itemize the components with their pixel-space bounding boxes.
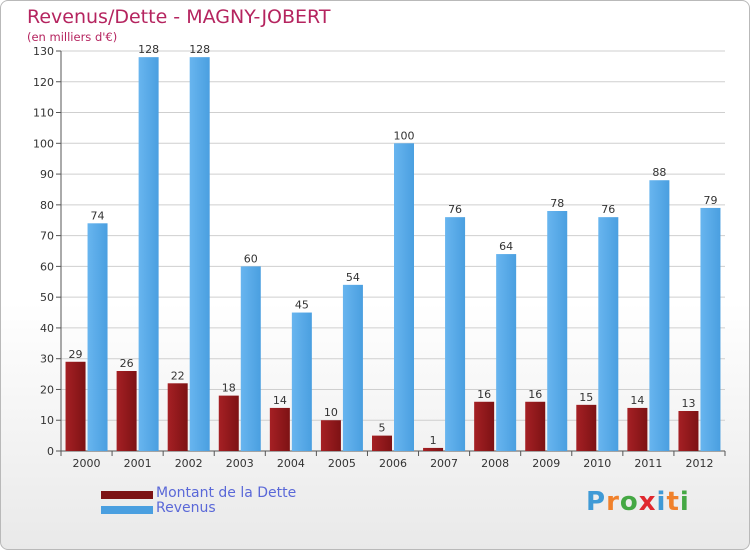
bar-revenus xyxy=(700,207,721,451)
data-label: 76 xyxy=(601,203,615,216)
y-tick-label: 50 xyxy=(40,291,54,304)
proxiti-logo: Proxiti xyxy=(586,487,690,517)
logo-letter: P xyxy=(586,487,607,517)
data-label: 15 xyxy=(579,391,593,404)
bar-dette xyxy=(65,361,86,451)
x-tick-label: 2009 xyxy=(532,457,560,470)
x-tick-label: 2005 xyxy=(328,457,356,470)
x-tick-label: 2010 xyxy=(583,457,611,470)
chart-title: Revenus/Dette - MAGNY-JOBERT xyxy=(27,6,331,28)
x-tick-label: 2003 xyxy=(226,457,254,470)
bar-dette xyxy=(218,395,239,451)
bar-dette xyxy=(269,407,290,451)
data-label: 14 xyxy=(630,394,644,407)
bar-revenus xyxy=(189,57,210,452)
x-tick-label: 2001 xyxy=(124,457,152,470)
bar-dette xyxy=(627,407,648,451)
y-tick-label: 80 xyxy=(40,199,54,212)
data-label: 26 xyxy=(120,357,134,370)
bar-dette xyxy=(525,401,546,451)
y-tick-label: 0 xyxy=(47,445,54,458)
y-tick-label: 120 xyxy=(33,76,54,89)
legend-label-revenus: Revenus xyxy=(156,500,216,516)
y-tick-label: 30 xyxy=(40,353,54,366)
bar-dette xyxy=(474,401,495,451)
data-label: 60 xyxy=(244,252,258,265)
chart-subtitle: (en milliers d'€) xyxy=(27,30,118,44)
x-tick-label: 2000 xyxy=(73,457,101,470)
bars xyxy=(65,57,721,452)
bar-dette xyxy=(372,435,392,451)
data-label: 128 xyxy=(138,43,159,56)
grid-lines xyxy=(61,50,725,452)
bar-dette xyxy=(320,420,341,451)
data-label: 29 xyxy=(69,348,83,361)
legend-swatch-dette xyxy=(101,491,153,499)
data-label: 45 xyxy=(295,299,309,312)
bar-revenus xyxy=(496,254,517,451)
data-label: 64 xyxy=(499,240,513,253)
y-tick-label: 10 xyxy=(40,414,54,427)
y-tick-label: 90 xyxy=(40,168,54,181)
data-label: 100 xyxy=(394,129,415,142)
y-tick-label: 100 xyxy=(33,137,54,150)
logo-letter: i xyxy=(656,487,667,517)
bar-dette xyxy=(116,371,137,451)
bar-revenus xyxy=(394,143,414,452)
x-tick-label: 2006 xyxy=(379,457,407,470)
bar-dette xyxy=(423,447,444,451)
data-label: 54 xyxy=(346,271,360,284)
bar-revenus xyxy=(291,312,312,451)
data-label: 76 xyxy=(448,203,462,216)
data-label: 79 xyxy=(703,194,717,207)
x-tick-label: 2002 xyxy=(175,457,203,470)
data-label: 18 xyxy=(222,382,236,395)
x-tick-label: 2011 xyxy=(634,457,662,470)
bar-revenus xyxy=(598,217,619,451)
x-tick-label: 2008 xyxy=(481,457,509,470)
data-label: 74 xyxy=(91,209,105,222)
data-label: 16 xyxy=(528,388,542,401)
bar-revenus xyxy=(138,57,159,452)
data-label: 128 xyxy=(189,43,210,56)
bar-revenus xyxy=(547,211,568,451)
logo-letter: r xyxy=(606,487,620,517)
x-tick-label: 2012 xyxy=(685,457,713,470)
y-tick-label: 20 xyxy=(40,383,54,396)
bar-revenus xyxy=(649,180,670,451)
data-label: 22 xyxy=(171,369,185,382)
data-label: 88 xyxy=(652,166,666,179)
data-label: 1 xyxy=(430,434,437,447)
bar-revenus xyxy=(445,217,466,451)
y-tick-label: 40 xyxy=(40,322,54,335)
logo-letter: i xyxy=(679,487,690,517)
bar-dette xyxy=(678,411,699,451)
bar-revenus xyxy=(87,223,108,451)
logo-letter: x xyxy=(638,487,657,517)
x-tick-label: 2007 xyxy=(430,457,458,470)
y-tick-label: 110 xyxy=(33,107,54,120)
legend-swatch-revenus xyxy=(101,506,153,514)
y-tick-label: 60 xyxy=(40,260,54,273)
data-label: 16 xyxy=(477,388,491,401)
legend-label-dette: Montant de la Dette xyxy=(156,485,297,501)
data-label: 14 xyxy=(273,394,287,407)
y-tick-label: 70 xyxy=(40,230,54,243)
bar-revenus xyxy=(342,284,363,451)
data-label: 5 xyxy=(379,422,386,435)
bar-dette xyxy=(576,404,597,451)
data-label: 10 xyxy=(324,406,338,419)
logo-letter: t xyxy=(666,487,680,517)
logo-letter: o xyxy=(619,487,639,517)
bar-revenus xyxy=(240,266,261,451)
data-label: 78 xyxy=(550,197,564,210)
x-tick-label: 2004 xyxy=(277,457,305,470)
data-label: 13 xyxy=(681,397,695,410)
y-tick-label: 130 xyxy=(33,45,54,58)
bar-dette xyxy=(167,383,188,451)
data-labels: 29 74 26 128 22 128 18 60 14 45 10 54 5 100 1 76 16 64 16 7… xyxy=(69,43,718,447)
